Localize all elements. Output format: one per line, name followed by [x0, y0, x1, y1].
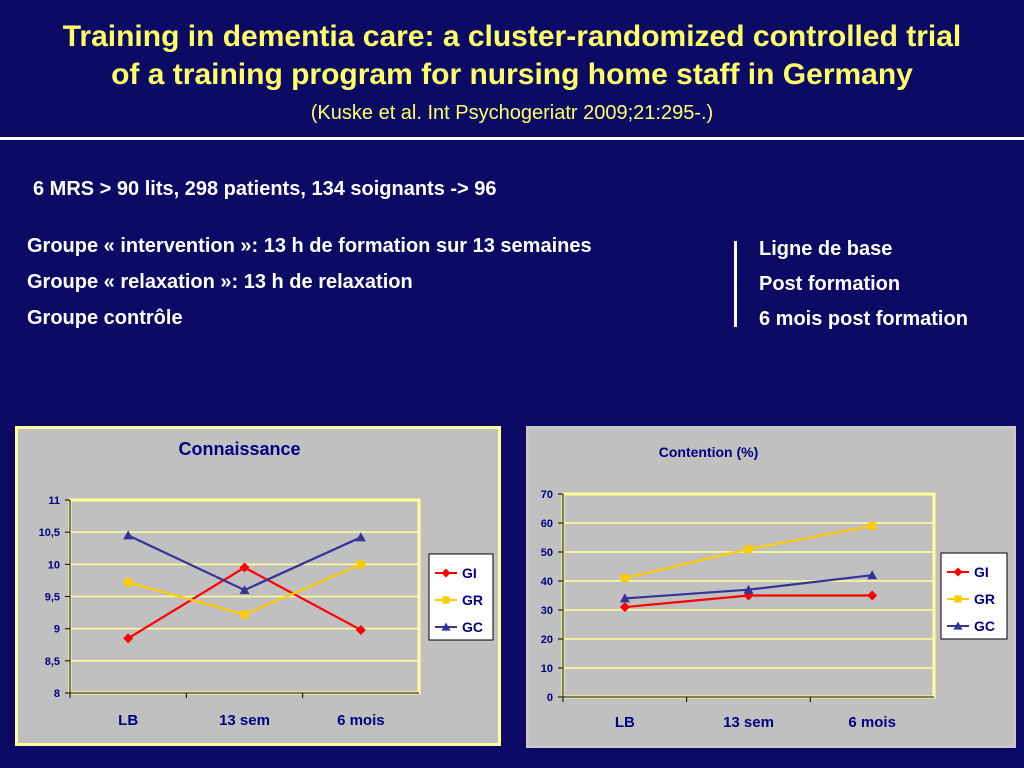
group-intervention: Groupe « intervention »: 13 h de formati…: [27, 235, 592, 257]
phase-baseline: Ligne de base: [759, 238, 893, 260]
study-info: 6 MRS > 90 lits, 298 patients, 134 soign…: [33, 178, 497, 200]
chart-connaissance-svg: Connaissance 8 8,5 9 9,5 10 10,5 11 LB 13 sem 6 mo…: [39, 439, 494, 729]
connaissance-series-gr-point: [124, 578, 133, 587]
connaissance-series-gc-point: [355, 532, 366, 542]
connaissance-y-tick-label: 10,5: [39, 527, 60, 539]
connaissance-y-tick-label: 8: [54, 688, 60, 700]
contention-series-gr-point: [868, 521, 877, 530]
connaissance-y-tick-label: 10: [48, 559, 60, 571]
contention-y-tick-label: 40: [541, 576, 553, 588]
chart-contention-svg: Contention (%) 0 10 20 30 40 50 60 70 LB 13 sem 6 m…: [541, 444, 1008, 731]
title-divider: [0, 137, 1024, 140]
contention-chart-title: Contention (%): [659, 444, 759, 460]
contention-legend-gr-label: GR: [974, 591, 995, 607]
phase-list: Ligne de base Post formation 6 mois post…: [759, 236, 968, 341]
contention-y-tick-label: 20: [541, 634, 553, 646]
citation: (Kuske et al. Int Psychogeriatr 2009;21:…: [310, 102, 714, 124]
phase-post-training: Post formation: [759, 273, 901, 295]
connaissance-legend-gr-label: GR: [462, 592, 483, 608]
group-list: Groupe « intervention »: 13 h de formati…: [27, 233, 592, 341]
contention-legend-gr-marker: [954, 595, 962, 603]
connaissance-legend-gc-marker: [441, 622, 451, 631]
connaissance-legend-gc-label: GC: [462, 619, 483, 635]
contention-series-gc-point: [867, 570, 878, 580]
group-control: Groupe contrôle: [27, 307, 183, 329]
contention-y-tick-label: 30: [541, 605, 553, 617]
connaissance-category-label: 13 sem: [219, 712, 270, 729]
group-relaxation: Groupe « relaxation »: 13 h de relaxatio…: [27, 271, 413, 293]
connaissance-legend: [428, 553, 494, 641]
connaissance-chart-title: Connaissance: [178, 439, 300, 459]
contention-series-gc-point: [743, 584, 754, 594]
slide-title: Training in dementia care: a cluster-ran…: [0, 18, 1024, 94]
connaissance-series-gi-point: [123, 633, 134, 644]
connaissance-legend-gr-marker: [442, 596, 450, 604]
contention-category-label: LB: [615, 714, 635, 731]
title-line-1: Training in dementia care: a cluster-ran…: [62, 20, 962, 53]
connaissance-category-label: 6 mois: [337, 712, 385, 729]
contention-series-gi-point: [867, 590, 878, 601]
contention-category-label: 6 mois: [848, 714, 896, 731]
connaissance-series-gi-point: [355, 624, 366, 635]
contention-y-tick-label: 10: [541, 663, 553, 675]
connaissance-y-tick-label: 9,5: [45, 592, 60, 604]
contention-series-gc-point: [619, 593, 630, 603]
connaissance-y-tick-label: 9: [54, 624, 60, 636]
contention-series-gr-point: [620, 574, 629, 583]
contention-category-label: 13 sem: [723, 714, 774, 731]
connaissance-series-gc-point: [239, 585, 250, 595]
chart-contention: Contention (%) 0 10 20 30 40 50 60 70 LB 13 sem 6 m…: [526, 426, 1016, 748]
contention-y-tick-label: 50: [541, 547, 553, 559]
connaissance-y-tick-label: 11: [48, 495, 60, 507]
connaissance-legend-gi-marker: [441, 568, 451, 578]
contention-legend-gc-label: GC: [974, 618, 995, 634]
contention-legend-gc-marker: [953, 621, 963, 630]
chart-connaissance: Connaissance 8 8,5 9 9,5 10 10,5 11 LB 13 sem 6 mo…: [15, 426, 501, 746]
connaissance-y-tick-label: 8,5: [45, 656, 60, 668]
connaissance-series-gc-point: [123, 530, 134, 540]
contention-legend-gi-marker: [953, 567, 963, 577]
title-line-2: of a training program for nursing home s…: [111, 58, 913, 91]
contention-series-gi-point: [619, 602, 630, 613]
contention-y-tick-label: 60: [541, 518, 553, 530]
contention-series-gr-point: [744, 545, 753, 554]
contention-y-tick-label: 70: [541, 489, 553, 501]
contention-legend: [940, 552, 1008, 640]
bracket-divider: [734, 241, 737, 327]
connaissance-category-label: LB: [118, 712, 138, 729]
connaissance-legend-gi-label: GI: [462, 565, 477, 581]
connaissance-series-gr-point: [240, 610, 249, 619]
phase-6-months: 6 mois post formation: [759, 308, 968, 330]
contention-y-tick-label: 0: [547, 692, 553, 704]
connaissance-series-gi-point: [239, 562, 250, 573]
contention-legend-gi-label: GI: [974, 564, 989, 580]
connaissance-series-gr-point: [356, 560, 365, 569]
